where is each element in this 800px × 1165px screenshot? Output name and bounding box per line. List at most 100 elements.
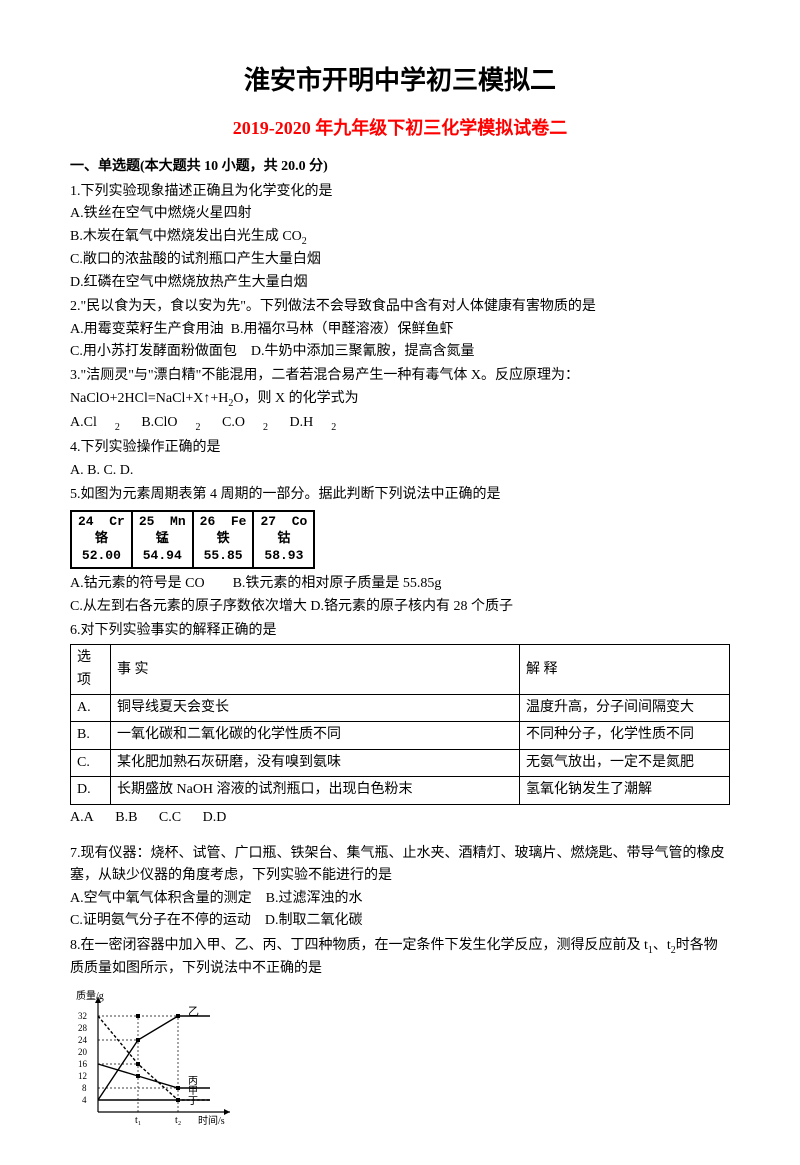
- subscript: 2: [196, 421, 201, 432]
- q8-stem: 8.在一密闭容器中加入甲、乙、丙、丁四种物质，在一定条件下发生化学反应，测得反应…: [70, 935, 730, 981]
- subscript: 2: [331, 421, 336, 432]
- td-fact: 某化肥加熟石灰研磨，没有嗅到氨味: [111, 749, 520, 776]
- table-row: C.某化肥加熟石灰研磨，没有嗅到氨味无氨气放出，一定不是氮肥: [71, 749, 730, 776]
- pt-mass: 55.85: [204, 548, 243, 563]
- q7-stem: 7.现有仪器：烧杯、试管、广口瓶、铁架台、集气瓶、止水夹、酒精灯、玻璃片、燃烧匙…: [70, 843, 730, 888]
- subscript: 2: [115, 421, 120, 432]
- q3-stem1: 3."洁厕灵"与"漂白精"不能混用，二者若混合易产生一种有毒气体 X。反应原理为…: [70, 365, 730, 387]
- q5-b: B.铁元素的相对原子质量是 55.85g: [233, 576, 442, 591]
- q5-line2: C.从左到右各元素的原子序数依次增大 D.铬元素的原子核内有 28 个质子: [70, 596, 730, 618]
- label-yi: 乙: [188, 1005, 199, 1018]
- q7-c: C.证明氨气分子在不停的运动: [70, 913, 251, 928]
- table-row: B.一氧化碳和二氧化碳的化学性质不同不同种分子，化学性质不同: [71, 722, 730, 749]
- td-opt: C.: [71, 749, 111, 776]
- q1-b: B.木炭在氧气中燃烧发出白光生成 CO2: [70, 226, 730, 250]
- ytick: 8: [82, 1083, 87, 1093]
- q3-d-text: D.H: [289, 415, 313, 430]
- q2-line2: C.用小苏打发酵面粉做面包 D.牛奶中添加三聚氰胺，提高含氮量: [70, 341, 730, 363]
- q3-d: D.H 2: [289, 415, 336, 430]
- td-exp: 不同种分子，化学性质不同: [520, 722, 730, 749]
- pt-num: 24: [78, 514, 94, 529]
- td-fact: 一氧化碳和二氧化碳的化学性质不同: [111, 722, 520, 749]
- pt-num: 26: [200, 514, 216, 529]
- q3: 3."洁厕灵"与"漂白精"不能混用，二者若混合易产生一种有毒气体 X。反应原理为…: [70, 365, 730, 435]
- q3-a-text: A.Cl: [70, 415, 97, 430]
- ytick: 32: [78, 1011, 87, 1021]
- q3-eq-post: O，则 X 的化学式为: [233, 391, 358, 406]
- pt-cell-fe: 26 Fe铁55.85: [193, 511, 254, 568]
- q5: 5.如图为元素周期表第 4 周期的一部分。据此判断下列说法中正确的是 24 Cr…: [70, 484, 730, 618]
- td-fact: 长期盛放 NaOH 溶液的试剂瓶口，出现白色粉末: [111, 777, 520, 804]
- pt-cell-mn: 25 Mn锰54.94: [132, 511, 193, 568]
- pt-cell-cr: 24 Cr铬 52.00: [71, 511, 132, 568]
- q4-opts: A. B. C. D.: [70, 460, 730, 482]
- x-ticks: t₁ t₂: [135, 1115, 181, 1126]
- q1-c: C.敞口的浓盐酸的试剂瓶口产生大量白烟: [70, 249, 730, 271]
- y-ticks: 4 8 12 16 20 24 28 32: [78, 1011, 88, 1105]
- q6-options: A.A B.B C.C D.D: [70, 807, 730, 829]
- q2-c: C.用小苏打发酵面粉做面包: [70, 344, 237, 359]
- pt-sym: Co: [292, 514, 308, 529]
- q1-a: A.铁丝在空气中燃烧火星四射: [70, 203, 730, 225]
- q7-line1: A.空气中氧气体积含量的测定 B.过滤浑浊的水: [70, 888, 730, 910]
- th-fact: 事 实: [111, 645, 520, 695]
- ytick: 24: [78, 1035, 88, 1045]
- ytick: 20: [78, 1047, 88, 1057]
- q4-stem: 4.下列实验操作正确的是: [70, 437, 730, 459]
- td-exp: 无氨气放出，一定不是氮肥: [520, 749, 730, 776]
- q2-stem: 2."民以食为天，食以安为先"。下列做法不会导致食品中含有对人体健康有害物质的是: [70, 296, 730, 318]
- q5-a: A.钴元素的符号是 CO: [70, 576, 205, 591]
- q5-d: D.铬元素的原子核内有 28 个质子: [310, 599, 513, 614]
- pt-sym: Mn: [170, 514, 186, 529]
- pt-sym: Fe: [231, 514, 247, 529]
- q7-b: B.过滤浑浊的水: [266, 891, 363, 906]
- q6-a: A.A: [70, 810, 94, 825]
- q2-d: D.牛奶中添加三聚氰胺，提高含氮量: [251, 344, 475, 359]
- pt-name: 钴: [277, 531, 290, 546]
- title-main: 淮安市开明中学初三模拟二: [70, 60, 730, 102]
- table-row: D.长期盛放 NaOH 溶液的试剂瓶口，出现白色粉末氢氧化钠发生了潮解: [71, 777, 730, 804]
- pt-name: 铬: [95, 531, 108, 546]
- q8-stem-mid: 、t: [653, 938, 671, 953]
- q1-b-text: B.木炭在氧气中燃烧发出白光生成 CO: [70, 229, 302, 244]
- q3-b: B.ClO 2: [141, 415, 200, 430]
- ytick: 4: [82, 1095, 87, 1105]
- q7-d: D.制取二氧化碳: [265, 913, 363, 928]
- q7: 7.现有仪器：烧杯、试管、广口瓶、铁架台、集气瓶、止水夹、酒精灯、玻璃片、燃烧匙…: [70, 843, 730, 933]
- td-exp: 氢氧化钠发生了潮解: [520, 777, 730, 804]
- q6-table: 选项 事 实 解 释 A.铜导线夏天会变长温度升高，分子间间隔变大 B.一氧化碳…: [70, 644, 730, 804]
- q7-line2: C.证明氨气分子在不停的运动 D.制取二氧化碳: [70, 910, 730, 932]
- pt-name: 锰: [156, 531, 169, 546]
- pt-sym: Cr: [109, 514, 125, 529]
- q6-c: C.C: [159, 810, 181, 825]
- q5-stem: 5.如图为元素周期表第 4 周期的一部分。据此判断下列说法中正确的是: [70, 484, 730, 506]
- ytick: 12: [78, 1071, 87, 1081]
- pt-mass: 58.93: [264, 548, 303, 563]
- q3-a: A.Cl 2: [70, 415, 120, 430]
- section-1-header: 一、单选题(本大题共 10 小题，共 20.0 分): [70, 156, 730, 178]
- q3-eq-pre: NaClO+2HCl=NaCl+X↑+H: [70, 391, 228, 406]
- td-fact: 铜导线夏天会变长: [111, 695, 520, 722]
- pt-mass: 52.00: [82, 548, 121, 563]
- subscript: 2: [302, 235, 307, 246]
- q7-a: A.空气中氧气体积含量的测定: [70, 891, 252, 906]
- q1-d: D.红磷在空气中燃烧放热产生大量白烟: [70, 272, 730, 294]
- q2-b: B.用福尔马林（甲醛溶液）保鲜鱼虾: [231, 322, 454, 337]
- q6-stem: 6.对下列实验事实的解释正确的是: [70, 620, 730, 642]
- q2: 2."民以食为天，食以安为先"。下列做法不会导致食品中含有对人体健康有害物质的是…: [70, 296, 730, 363]
- q1: 1.下列实验现象描述正确且为化学变化的是 A.铁丝在空气中燃烧火星四射 B.木炭…: [70, 181, 730, 294]
- th-exp: 解 释: [520, 645, 730, 695]
- q3-stem2: NaClO+2HCl=NaCl+X↑+H2O，则 X 的化学式为: [70, 388, 730, 412]
- q5-line1: A.钴元素的符号是 CO B.铁元素的相对原子质量是 55.85g: [70, 573, 730, 595]
- title-sub: 2019-2020 年九年级下初三化学模拟试卷二: [70, 114, 730, 143]
- ytick: 28: [78, 1023, 88, 1033]
- q8-chart: 质量/g 时间/s 4 8 12 16 20 24 28 32 t₁ t₂: [70, 987, 730, 1135]
- q3-b-text: B.ClO: [141, 415, 177, 430]
- q4: 4.下列实验操作正确的是 A. B. C. D.: [70, 437, 730, 482]
- x-label: 时间/s: [198, 1114, 225, 1127]
- table-row: A.铜导线夏天会变长温度升高，分子间间隔变大: [71, 695, 730, 722]
- q6: 6.对下列实验事实的解释正确的是 选项 事 实 解 释 A.铜导线夏天会变长温度…: [70, 620, 730, 829]
- td-opt: A.: [71, 695, 111, 722]
- td-opt: D.: [71, 777, 111, 804]
- pt-mass: 54.94: [143, 548, 182, 563]
